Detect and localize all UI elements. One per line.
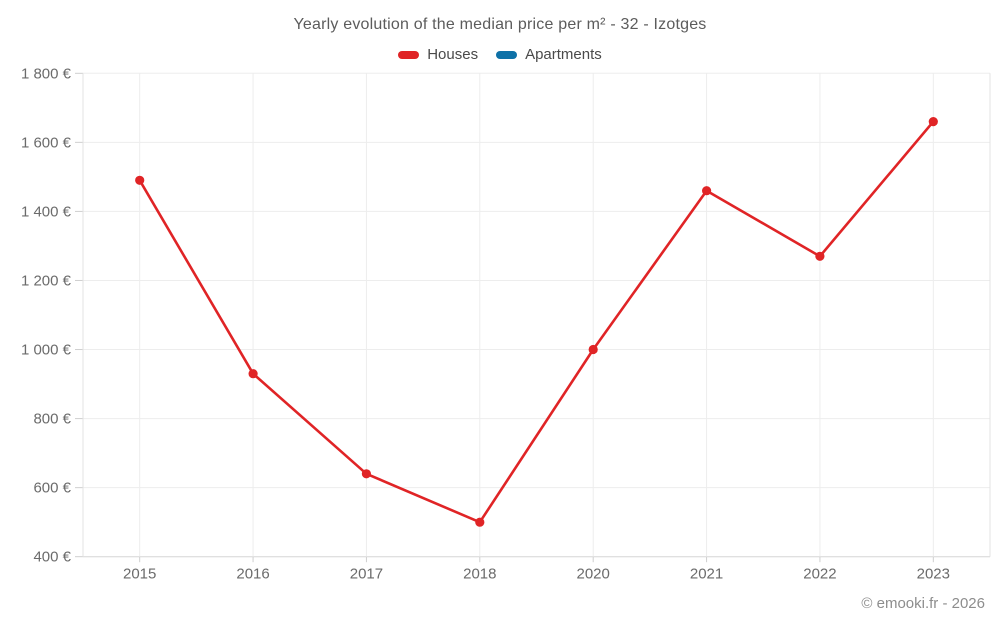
y-axis-label: 1 400 € (21, 203, 72, 220)
x-axis-label: 2015 (123, 566, 156, 583)
x-axis-label: 2018 (463, 566, 496, 583)
y-axis-label: 1 800 € (21, 65, 72, 82)
chart-legend: Houses Apartments (0, 46, 1000, 63)
legend-swatch-apartments (496, 50, 518, 59)
x-axis-label: 2020 (577, 566, 610, 583)
copyright-credit: © emooki.fr - 2026 (861, 595, 985, 612)
y-axis-label: 1 200 € (21, 272, 72, 289)
data-point-houses-2017[interactable] (361, 469, 371, 479)
y-axis-label: 1 600 € (21, 134, 72, 151)
y-axis-label: 1 000 € (21, 342, 72, 359)
legend-item-apartments[interactable]: Apartments (496, 46, 602, 63)
legend-swatch-houses (398, 50, 420, 59)
y-axis-label: 600 € (33, 480, 71, 497)
data-point-houses-2022[interactable] (815, 251, 825, 261)
data-point-houses-2020[interactable] (588, 344, 598, 355)
y-axis-label: 400 € (33, 549, 71, 566)
data-point-houses-2018[interactable] (475, 517, 485, 527)
x-axis-label: 2022 (803, 566, 836, 583)
x-axis-label: 2023 (917, 566, 950, 583)
data-point-houses-2021[interactable] (702, 186, 712, 196)
x-axis-label: 2016 (236, 566, 269, 583)
data-point-houses-2015[interactable] (135, 175, 145, 185)
x-axis-label: 2021 (690, 566, 723, 583)
data-point-houses-2016[interactable] (248, 369, 258, 379)
legend-item-houses[interactable]: Houses (398, 46, 478, 63)
data-point-houses-2023[interactable] (928, 117, 938, 127)
x-axis-label: 2017 (350, 566, 383, 583)
series-line-houses (138, 120, 935, 524)
chart-title: Yearly evolution of the median price per… (293, 16, 707, 33)
legend-label: Houses (427, 46, 479, 63)
legend-label: Apartments (525, 46, 602, 63)
y-axis-label: 800 € (33, 411, 71, 428)
